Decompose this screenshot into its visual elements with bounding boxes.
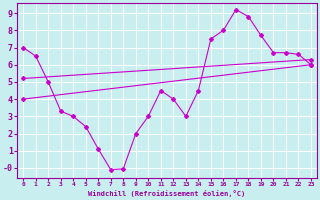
X-axis label: Windchill (Refroidissement éolien,°C): Windchill (Refroidissement éolien,°C) bbox=[88, 190, 246, 197]
